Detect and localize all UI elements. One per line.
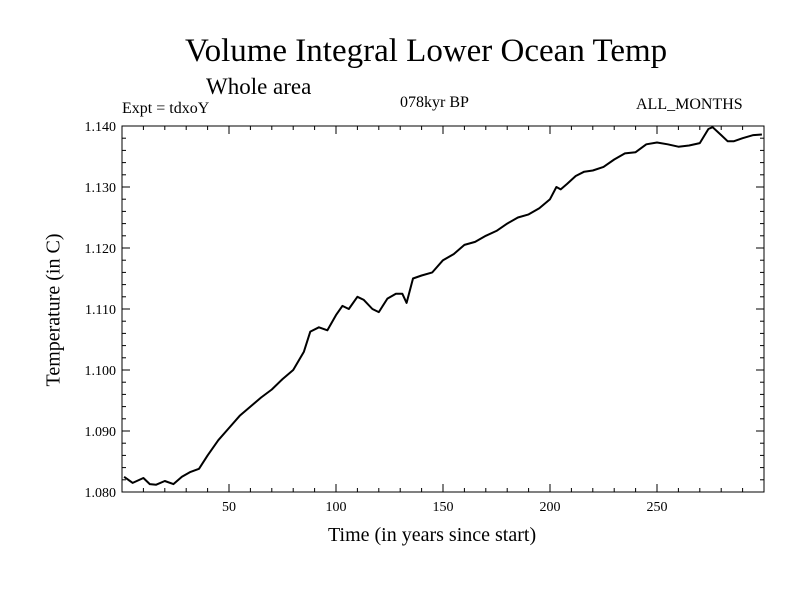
- x-tick-label: 100: [326, 500, 347, 515]
- period-label: 078kyr BP: [400, 94, 469, 111]
- axis-ticks: [122, 126, 764, 492]
- y-tick-label: 1.110: [85, 303, 116, 318]
- chart-title: Volume Integral Lower Ocean Temp: [185, 33, 668, 69]
- experiment-label: Expt = tdxoY: [122, 100, 210, 117]
- x-tick-label: 250: [647, 500, 668, 515]
- y-tick-label: 1.080: [85, 486, 117, 501]
- y-tick-label: 1.140: [85, 120, 117, 135]
- months-label: ALL_MONTHS: [636, 96, 743, 113]
- y-tick-label: 1.130: [85, 181, 117, 196]
- plot-frame: [121, 125, 765, 493]
- y-tick-label: 1.100: [85, 364, 117, 379]
- y-tick-label: 1.090: [85, 425, 117, 440]
- chart-subtitle: Whole area: [206, 74, 312, 99]
- x-axis-label: Time (in years since start): [328, 524, 537, 546]
- x-tick-label: 200: [540, 500, 561, 515]
- series-line: [123, 126, 762, 486]
- x-tick-label: 150: [433, 500, 454, 515]
- tick-labels: 50 100 150 200 250 1.080 1.090 1.100 1.110 1.120 1…: [85, 120, 668, 515]
- y-tick-label: 1.120: [85, 242, 117, 257]
- x-tick-label: 50: [222, 500, 236, 515]
